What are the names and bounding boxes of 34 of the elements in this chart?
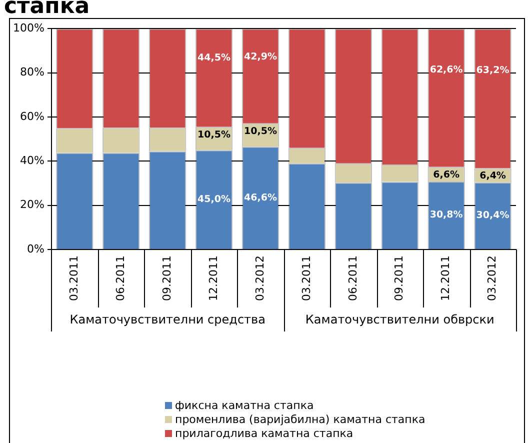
y-tick-label: 0%: [26, 242, 44, 256]
x-tick-label: 06.2011: [114, 256, 127, 302]
y-tick-label: 80%: [20, 66, 44, 79]
data-label: 42,9%: [244, 52, 278, 62]
legend-label: променлива (варијабилна) каматна стапка: [175, 412, 426, 426]
x-tick-label: 12.2011: [439, 256, 452, 302]
y-tick-label: 20%: [20, 198, 44, 212]
y-tick-label: 60%: [20, 110, 44, 123]
x-tick-label: 03.2011: [68, 256, 81, 302]
legend-label: фиксна каматна стапка: [175, 398, 314, 412]
data-label: 6,6%: [433, 169, 460, 180]
y-tick-label: 40%: [20, 154, 44, 168]
x-tick-label: 09.2011: [392, 256, 406, 302]
data-label: 10,5%: [244, 126, 278, 137]
x-tick-label: 03.2011: [300, 256, 313, 302]
data-label: 6,4%: [480, 170, 506, 182]
data-label: 45,0%: [198, 194, 231, 206]
x-tick-label: 06.2011: [346, 256, 360, 302]
data-label: 10,5%: [198, 129, 231, 140]
x-tick-label: 03.2012: [486, 256, 499, 302]
text: Каматочувствителни обврски: [305, 312, 494, 327]
data-label: 44,5%: [198, 52, 231, 64]
x-tick-label: 12.2011: [206, 256, 220, 302]
data-label: 46,6%: [244, 192, 278, 204]
data-label: 30,8%: [430, 210, 464, 221]
data-label: 62,6%: [430, 64, 464, 76]
x-tick-label: 09.2011: [160, 256, 174, 302]
chart-title: стапка: [4, 0, 90, 19]
x-tick-label: 03.2012: [253, 256, 266, 302]
legend-label: прилагодлива каматна стапка: [175, 426, 354, 440]
text: Каматочувствителни средства: [70, 312, 266, 327]
y-tick-label: 100%: [12, 21, 44, 34]
data-label: 63,2%: [476, 64, 510, 76]
data-label: 30,4%: [476, 210, 510, 222]
